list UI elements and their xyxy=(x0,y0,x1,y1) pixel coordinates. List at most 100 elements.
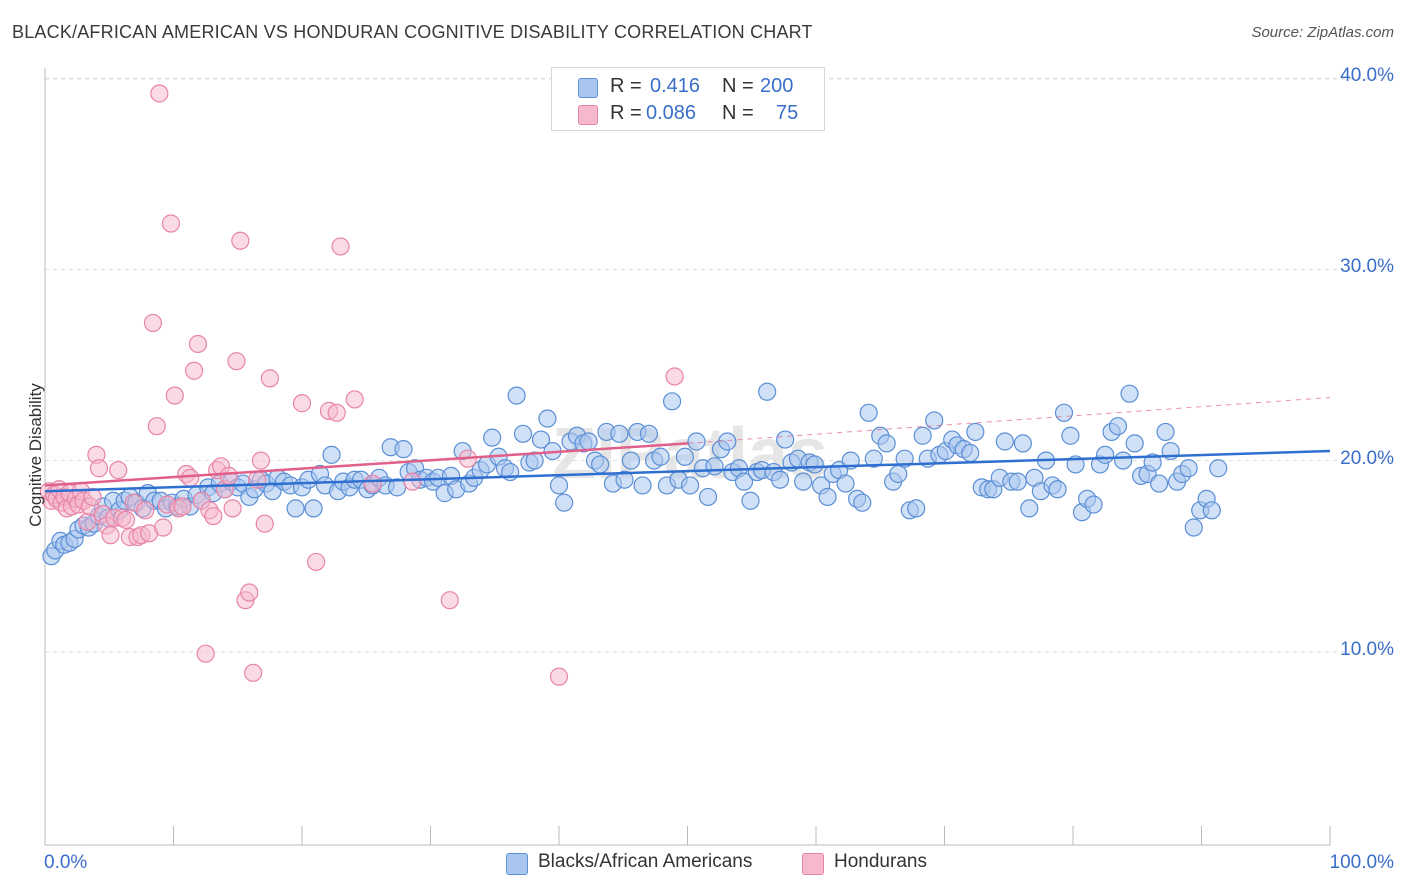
legend-label-blacks: Blacks/African Americans xyxy=(538,851,753,872)
x-tick-label-min: 0.0% xyxy=(44,852,88,873)
data-point-blue xyxy=(776,430,795,449)
y-tick-label: 20.0% xyxy=(1340,447,1394,469)
data-point-blue xyxy=(1096,445,1115,464)
chart-title: BLACK/AFRICAN AMERICAN VS HONDURAN COGNI… xyxy=(12,22,813,42)
data-point-pink xyxy=(307,552,326,572)
data-point-pink xyxy=(231,231,250,250)
data-point-blue xyxy=(734,472,754,491)
data-point-blue xyxy=(579,432,598,451)
data-point-blue xyxy=(853,493,872,512)
data-point-pink xyxy=(101,526,120,545)
data-point-blue xyxy=(1125,434,1144,453)
data-point-blue xyxy=(662,392,682,411)
data-point-blue xyxy=(805,455,824,474)
stats-legend-row-pink: R = 0.086 N = 75 xyxy=(552,102,824,128)
data-point-pink xyxy=(150,84,169,103)
data-point-pink xyxy=(549,667,569,686)
data-point-pink xyxy=(251,451,270,470)
data-point-pink xyxy=(89,459,109,478)
data-point-blue xyxy=(1061,426,1080,445)
legend-swatch-blue xyxy=(578,78,598,98)
data-point-blue xyxy=(1108,417,1128,436)
data-point-blue xyxy=(1143,453,1162,472)
data-point-blue xyxy=(913,426,932,445)
data-point-pink xyxy=(109,461,128,480)
data-point-blue xyxy=(1020,499,1039,518)
stats-legend: R = 0.416 N = 200 R = 0.086 N = 75 xyxy=(551,67,825,131)
y-axis-label: Cognitive Disability xyxy=(26,383,45,527)
data-point-blue xyxy=(864,449,883,468)
data-point-blue xyxy=(531,430,551,449)
data-point-pink xyxy=(331,237,350,256)
data-point-blue xyxy=(610,424,629,443)
y-tick-label: 40.0% xyxy=(1340,65,1394,87)
data-point-pink xyxy=(292,394,312,413)
legend-label-hondurans: Hondurans xyxy=(834,851,927,872)
grid-lines xyxy=(45,77,1392,653)
data-point-blue xyxy=(394,440,413,459)
data-point-blue xyxy=(680,476,700,495)
data-point-pink xyxy=(154,518,173,537)
y-tick-label: 10.0% xyxy=(1340,638,1394,660)
data-point-blue xyxy=(687,432,706,451)
data-point-pink xyxy=(161,214,181,233)
data-point-pink xyxy=(165,386,184,405)
data-point-blue xyxy=(966,422,985,442)
data-point-blue xyxy=(483,428,502,447)
data-point-blue xyxy=(889,464,908,484)
data-point-pink xyxy=(181,468,200,487)
n-value: 200 xyxy=(760,75,794,97)
r-label: R = xyxy=(610,102,642,124)
data-point-blue xyxy=(507,386,526,405)
x-tick-label-max: 100.0% xyxy=(1329,852,1394,873)
legend-swatch-blue xyxy=(506,853,528,875)
data-point-blue xyxy=(513,424,533,443)
data-point-blue xyxy=(1084,495,1103,514)
data-point-pink xyxy=(223,499,242,518)
data-point-pink xyxy=(403,472,422,491)
data-point-pink xyxy=(327,403,346,422)
data-point-blue xyxy=(549,476,569,495)
trend-lines xyxy=(44,397,1331,493)
data-point-pink xyxy=(345,390,364,409)
data-point-blue xyxy=(525,451,544,470)
data-point-blue xyxy=(1013,434,1032,453)
data-point-pink xyxy=(665,367,684,386)
data-point-pink xyxy=(240,583,259,602)
data-point-blue xyxy=(794,472,813,491)
data-point-pink xyxy=(255,514,274,533)
data-point-pink xyxy=(173,497,192,516)
trend-line-blue xyxy=(44,449,1331,493)
r-value: 0.086 xyxy=(646,102,697,124)
data-point-blue xyxy=(538,409,557,428)
data-point-blue xyxy=(1156,422,1175,442)
stats-legend-row-blue: R = 0.416 N = 200 xyxy=(552,75,824,101)
data-point-pink xyxy=(78,512,97,531)
data-point-blue xyxy=(698,487,718,507)
data-point-blue xyxy=(1054,403,1074,422)
series-hondurans xyxy=(39,84,684,686)
data-point-pink xyxy=(116,510,136,529)
data-point-blue xyxy=(1008,472,1027,491)
data-point-blue xyxy=(675,447,695,466)
data-point-blue xyxy=(907,499,926,518)
data-point-blue xyxy=(639,424,659,443)
data-point-blue xyxy=(818,487,837,507)
data-point-pink xyxy=(143,313,163,333)
data-point-pink xyxy=(196,644,215,663)
data-point-pink xyxy=(184,361,204,380)
data-point-blue xyxy=(615,470,634,489)
data-point-blue xyxy=(591,455,610,474)
data-point-blue xyxy=(741,491,760,510)
n-label: N = xyxy=(722,102,754,124)
data-point-blue xyxy=(705,457,724,476)
axes xyxy=(44,68,1331,846)
data-point-pink xyxy=(440,591,459,610)
data-point-blue xyxy=(1048,480,1067,499)
data-point-pink xyxy=(227,352,246,371)
data-point-pink xyxy=(147,417,166,436)
n-value: 75 xyxy=(776,102,799,124)
data-point-blue xyxy=(1149,474,1169,493)
legend-swatch-pink xyxy=(578,105,598,125)
